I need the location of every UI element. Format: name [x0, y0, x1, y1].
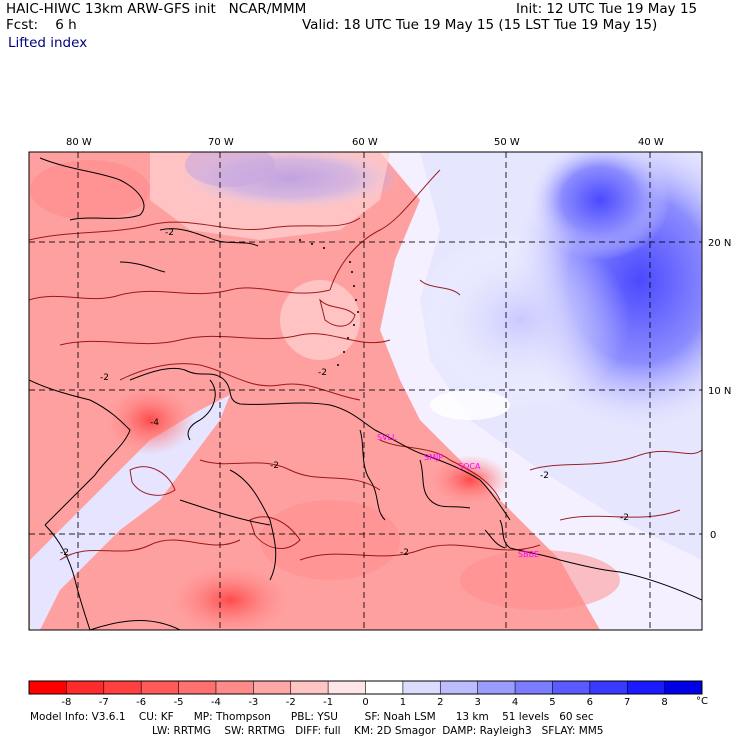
lat-label: 10 N [708, 386, 731, 397]
contour-label: -2 [620, 513, 629, 523]
station-label: SVLL [377, 433, 397, 442]
contour-label: -2 [165, 228, 174, 238]
lat-label: 0 [710, 530, 716, 541]
colorbar-tick-label: -2 [286, 697, 296, 708]
station-label: SMJP [424, 453, 443, 462]
colorbar-tick-label: -7 [99, 697, 109, 708]
forecast-hour: Fcst: 6 h [6, 17, 77, 33]
contour-label: -2 [540, 471, 549, 481]
colorbar-tick-label: -5 [174, 697, 184, 708]
station-label: SBBE [518, 550, 539, 559]
contour-label: -2 [400, 548, 409, 558]
colorbar-swatch [29, 681, 67, 694]
colorbar-tick-label: 1 [400, 697, 406, 708]
colorbar-swatch [141, 681, 180, 694]
colorbar-swatch [365, 681, 404, 694]
lon-label: 60 W [352, 137, 378, 148]
colorbar-tick-label: 6 [587, 697, 593, 708]
colorbar-unit: °C [696, 696, 708, 707]
colorbar-swatch [215, 681, 254, 694]
colorbar-tick-label: 0 [362, 697, 368, 708]
colorbar-swatch [290, 681, 329, 694]
colorbar-swatch [402, 681, 441, 694]
lon-label: 70 W [208, 137, 234, 148]
colorbar-tick-label: 2 [437, 697, 443, 708]
contour-label: -2 [318, 368, 327, 378]
colorbar-swatch [477, 681, 516, 694]
colorbar-tick-label: 8 [661, 697, 667, 708]
colorbar-swatch [589, 681, 628, 694]
colorbar-tick-label: 7 [624, 697, 630, 708]
lon-label: 40 W [638, 137, 664, 148]
colorbar-tick-label: -4 [211, 697, 221, 708]
contour-label: -4 [150, 418, 159, 428]
map-frame [28, 151, 703, 631]
map-title: HAIC-HIWC 13km ARW-GFS init NCAR/MMM [6, 1, 307, 17]
colorbar-swatch [515, 681, 553, 694]
lon-label: 80 W [66, 137, 92, 148]
colorbar-swatch [552, 681, 591, 694]
valid-time: Valid: 18 UTC Tue 19 May 15 (15 LST Tue … [302, 17, 658, 33]
model-info-line1: Model Info: V3.6.1 CU: KF MP: Thompson P… [30, 711, 594, 723]
init-time: Init: 12 UTC Tue 19 May 15 [516, 1, 698, 17]
lon-label: 50 W [494, 137, 520, 148]
colorbar-swatch [66, 681, 105, 694]
colorbar-swatch [103, 681, 142, 694]
colorbar-tick-label: 3 [474, 697, 480, 708]
colorbar-tick-label: 5 [549, 697, 555, 708]
model-info-line2: LW: RRTMG SW: RRTMG DIFF: full KM: 2D Sm… [152, 725, 604, 737]
colorbar-tick-label: -1 [323, 697, 333, 708]
station-label: SOCA [458, 462, 481, 471]
colorbar-tick-label: -3 [248, 697, 258, 708]
contour-label: -2 [60, 548, 69, 558]
lat-lon-grid [29, 152, 702, 630]
colorbar-swatch [253, 681, 292, 694]
colorbar-tick-label: -6 [136, 697, 146, 708]
colorbar: -8 -7 -6 -5 -4 -3 -2 -1 0 1 2 3 4 5 6 7 8 [28, 680, 703, 708]
contour-label: -2 [100, 373, 109, 383]
colorbar-swatch [328, 681, 366, 694]
lat-label: 20 N [708, 238, 731, 249]
contour-label: -2 [270, 461, 279, 471]
shaded-field: -2 -2 -2 -4 -2 -2 -2 -2 -2 SVLL SMJP SOC… [29, 152, 702, 630]
colorbar-tick-label: -8 [61, 697, 71, 708]
colorbar-swatch [178, 681, 217, 694]
colorbar-swatch [664, 681, 703, 694]
colorbar-swatch [440, 681, 479, 694]
colorbar-tick-label: 4 [512, 697, 518, 708]
colorbar-swatch [627, 681, 666, 694]
field-name: Lifted index [8, 35, 88, 51]
